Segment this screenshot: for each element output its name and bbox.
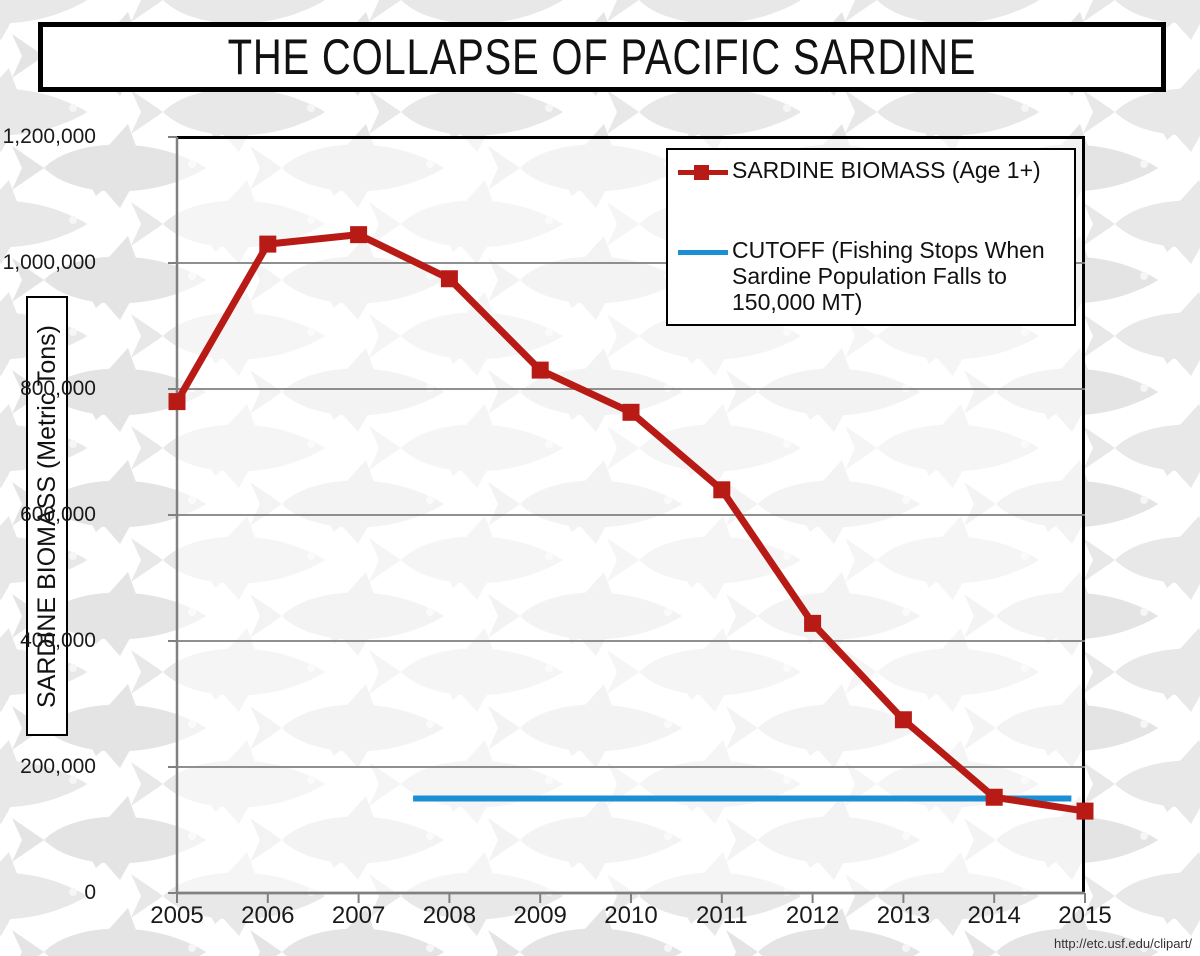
- chart-title-box: THE COLLAPSE OF PACIFIC SARDINE: [38, 22, 1166, 92]
- chart-legend: SARDINE BIOMASS (Age 1+) CUTOFF (Fishing…: [666, 148, 1076, 326]
- x-axis-tick-label: 2007: [331, 902, 386, 929]
- legend-line-blue: [678, 250, 728, 255]
- page-title: THE COLLAPSE OF PACIFIC SARDINE: [227, 29, 977, 85]
- legend-swatch-blue-line: [674, 238, 730, 266]
- x-axis-tick-label: 2005: [150, 902, 204, 929]
- legend-marker-square-red: [694, 165, 709, 180]
- x-axis-tick-label: 2012: [785, 902, 840, 929]
- y-axis-tick-label: 1,000,000: [2, 251, 96, 274]
- legend-label-sardine-biomass: SARDINE BIOMASS (Age 1+): [732, 157, 1041, 183]
- x-axis-tick-label: 2014: [967, 902, 1021, 929]
- x-axis-tick-label: 2009: [513, 902, 567, 929]
- y-axis-tick-label: 0: [84, 881, 96, 904]
- y-axis-tick-label: 600,000: [20, 503, 96, 526]
- x-axis-tick-label: 2015: [1058, 902, 1112, 929]
- legend-item-sardine-biomass[interactable]: SARDINE BIOMASS (Age 1+): [674, 157, 1068, 186]
- y-axis-tick-label: 800,000: [20, 377, 96, 400]
- y-axis-tick-label: 200,000: [20, 755, 96, 778]
- x-axis-tick-label: 2011: [695, 902, 748, 929]
- x-axis-tick-label: 2013: [876, 902, 931, 929]
- legend-item-cutoff[interactable]: CUTOFF (Fishing Stops When Sardine Popul…: [674, 237, 1068, 315]
- legend-swatch-red-line-marker: [674, 158, 730, 186]
- x-axis-tick-label: 2010: [604, 902, 658, 929]
- x-axis-tick-label: 2008: [422, 902, 477, 929]
- legend-label-cutoff: CUTOFF (Fishing Stops When Sardine Popul…: [732, 237, 1045, 315]
- y-axis-tick-label: 1,200,000: [2, 125, 96, 148]
- clipart-attribution: http://etc.usf.edu/clipart/: [1053, 936, 1192, 951]
- y-axis-tick-label: 400,000: [20, 629, 96, 652]
- x-axis-tick-label: 2006: [241, 902, 295, 929]
